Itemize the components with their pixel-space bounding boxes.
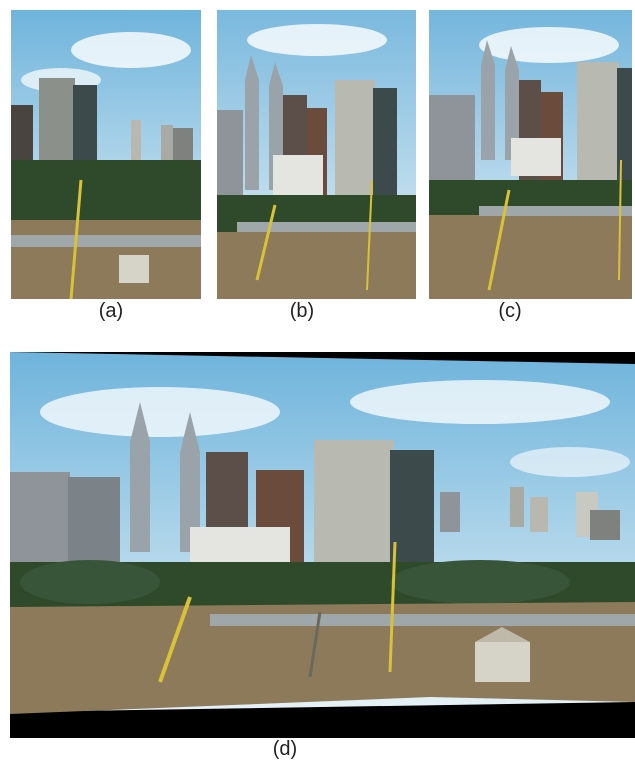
photo-a [11, 10, 201, 299]
caption-d: (d) [272, 738, 298, 760]
caption-b: (b) [289, 300, 315, 322]
caption-c: (c) [498, 300, 522, 322]
photo-a-image [11, 10, 201, 299]
photo-d-panorama [10, 352, 635, 738]
photo-c-image [429, 10, 632, 299]
photo-c [429, 10, 632, 299]
caption-a: (a) [98, 300, 124, 322]
photo-d-image [10, 352, 635, 738]
photo-b-image [217, 10, 416, 299]
photo-b [217, 10, 416, 299]
